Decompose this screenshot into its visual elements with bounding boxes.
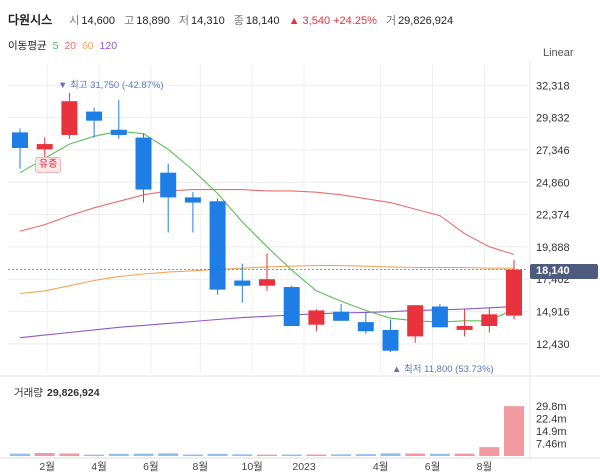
- high-annotation: ▼ 최고 31,750 (-42.87%): [58, 80, 164, 91]
- volume-bar: [479, 447, 500, 456]
- ma5-line: [19, 130, 515, 323]
- candle-body: [259, 279, 275, 286]
- date-axis: 2월 4월 6월 8월 10월 2023 4월 6월 8월: [0, 457, 600, 473]
- volume-bar: [257, 454, 277, 456]
- volume-panel-value: 29,826,924: [46, 387, 100, 399]
- volume-tick-label: 14.9m: [536, 426, 567, 438]
- volume-bar: [232, 454, 253, 456]
- scale-mode-toggle[interactable]: Linear: [543, 47, 574, 59]
- price-tick-label: 19,888: [536, 242, 570, 254]
- date-tick-label: 2월: [39, 461, 55, 473]
- volume-tick-label: 22.4m: [536, 414, 567, 426]
- date-tick-label: 4월: [373, 461, 389, 473]
- change-value: ▲ 3,540 +24.25%: [288, 15, 377, 27]
- volume-bar: [306, 454, 327, 456]
- candle-body: [283, 287, 300, 327]
- date-tick-label: 2023: [292, 461, 316, 473]
- price-tick-label: 22,374: [536, 210, 570, 222]
- volume-bar: [158, 453, 179, 456]
- volume-tick-label: 7.46m: [536, 439, 567, 451]
- candle-body: [135, 137, 152, 190]
- volume-panel-label: 거래량: [14, 387, 43, 399]
- price-tick-label: 12,430: [536, 339, 570, 351]
- date-tick-label: 10월: [242, 461, 263, 473]
- volume-bar: [84, 454, 105, 456]
- ma60-legend[interactable]: 60: [81, 40, 94, 52]
- ma-legend-label: 이동평균: [8, 40, 47, 52]
- low-annotation: ▲ 최저 11,800 (53.73%): [392, 364, 494, 375]
- moving-average-legend[interactable]: 이동평균 5 20 60 120: [8, 38, 120, 53]
- candle-body: [12, 132, 28, 148]
- price-tick-label: 32,318: [536, 80, 570, 92]
- candle-body: [357, 322, 374, 332]
- date-tick-label: 8월: [193, 461, 209, 473]
- volume-tick-label: 29.8m: [536, 401, 567, 413]
- ma20-legend[interactable]: 20: [64, 40, 77, 52]
- date-tick-label: 6월: [425, 461, 441, 473]
- volume-panel-title: 거래량 29,826,924: [14, 385, 100, 400]
- volume-bar: [34, 452, 55, 456]
- price-axis: 32,31829,83227,34624,86022,37419,88817,4…: [536, 80, 570, 350]
- ma5-legend[interactable]: 5: [52, 40, 59, 52]
- volume-bar: [380, 453, 401, 456]
- ma120-line: [19, 305, 515, 339]
- candle-body: [61, 101, 78, 135]
- price-tick-label: 24,860: [536, 177, 570, 189]
- close-label: 종: [233, 15, 244, 27]
- volume-bar: [59, 453, 80, 456]
- ma120-legend[interactable]: 120: [99, 40, 118, 52]
- rights-offering-badge: 유증: [35, 157, 62, 173]
- quote-header: 다원시스 시 14,600 고 18,890 저 14,310 종 18,140 ▲ 3…: [8, 11, 453, 28]
- candle-body: [110, 129, 127, 135]
- volume-bar: [133, 453, 154, 456]
- volume-label: 거: [385, 15, 397, 27]
- candle-body: [333, 311, 350, 321]
- volume-value: 29,826,924: [398, 15, 454, 27]
- date-tick-label: 6월: [143, 461, 159, 473]
- high-value: 18,890: [136, 15, 170, 27]
- candle-body: [160, 172, 177, 198]
- candle-body: [456, 326, 473, 330]
- candle-body: [36, 144, 53, 150]
- volume-bar: [281, 454, 302, 456]
- date-tick-label: 4월: [91, 461, 107, 473]
- stock-name: 다원시스: [8, 13, 53, 27]
- price-tick-label: 29,832: [536, 113, 570, 125]
- low-value: 14,310: [191, 15, 225, 27]
- candle-body: [431, 306, 448, 328]
- candle-body: [382, 329, 399, 351]
- volume-bars: [10, 406, 524, 456]
- candle-body: [184, 197, 201, 203]
- volume-bar: [429, 453, 450, 456]
- volume-bar: [108, 453, 129, 456]
- current-price-tag: 18,140: [530, 264, 598, 279]
- volume-bar: [405, 453, 426, 456]
- volume-bar: [355, 454, 376, 456]
- candle-body: [209, 201, 226, 290]
- volume-bar: [10, 453, 30, 456]
- candle-body: [481, 314, 498, 327]
- candle-body: [308, 310, 325, 325]
- volume-bar: [207, 453, 228, 456]
- price-tick-label: 14,916: [536, 307, 570, 319]
- candles[interactable]: [8, 92, 528, 353]
- volume-bar: [182, 454, 203, 456]
- price-tick-label: 27,346: [536, 145, 570, 157]
- date-tick-label: 8월: [477, 461, 493, 473]
- candle-body: [234, 280, 251, 286]
- candle-body: [506, 269, 522, 316]
- ma20-line: [19, 189, 515, 256]
- candle-body: [407, 305, 424, 337]
- volume-bar: [454, 453, 475, 456]
- open-label: 시: [69, 15, 80, 27]
- volume-bar: [504, 406, 524, 456]
- low-label: 저: [178, 15, 190, 27]
- candle-body: [86, 111, 103, 121]
- close-value: 18,140: [245, 15, 280, 27]
- high-label: 고: [124, 15, 135, 27]
- open-value: 14,600: [81, 15, 116, 27]
- volume-bar: [331, 454, 352, 456]
